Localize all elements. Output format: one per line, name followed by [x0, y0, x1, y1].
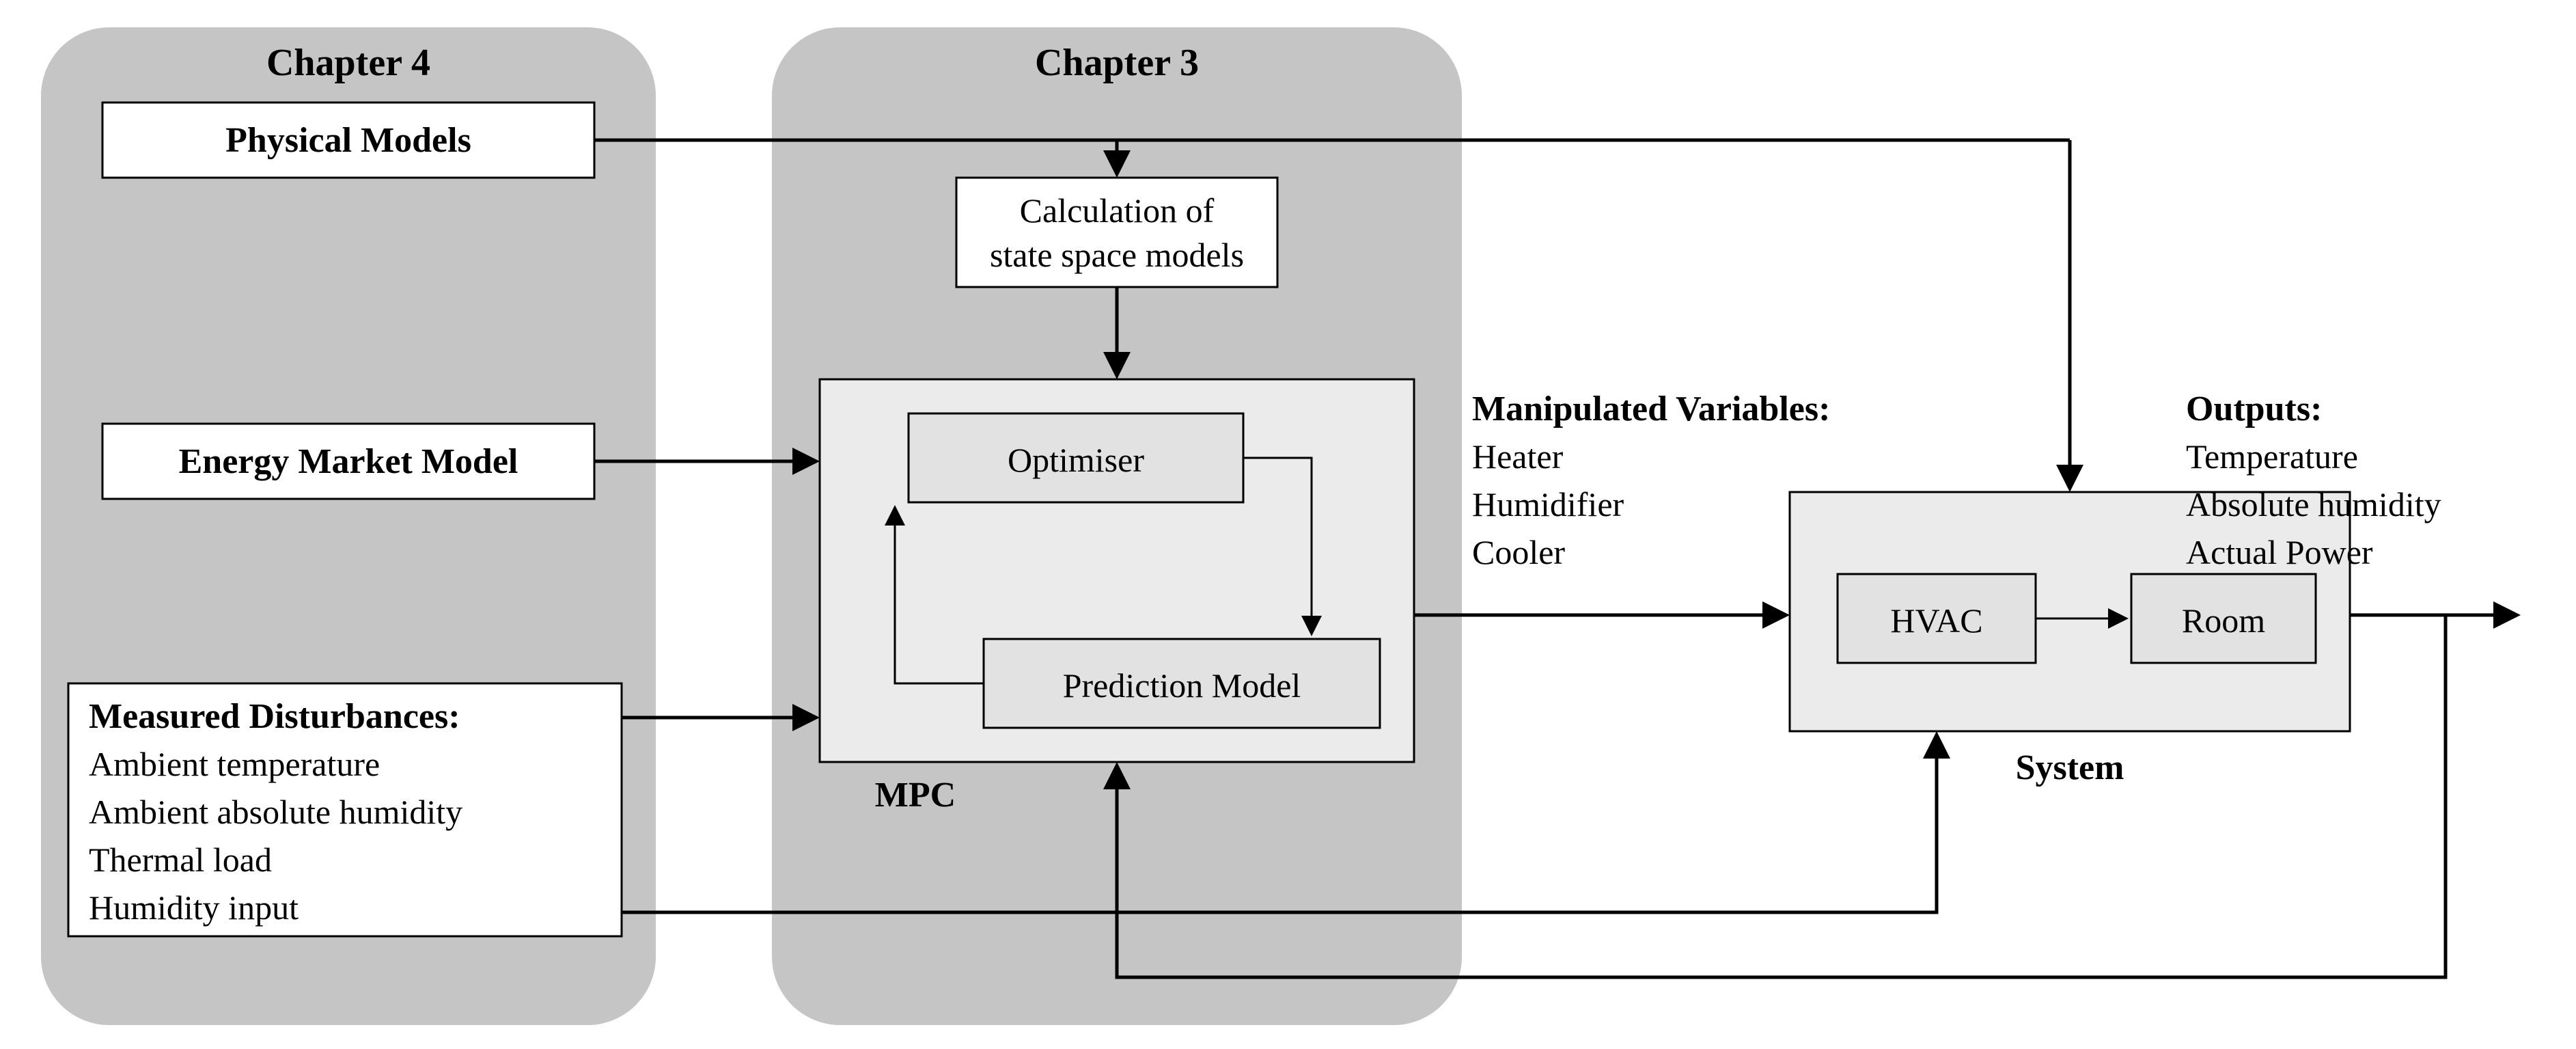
label-disturb-2: Ambient absolute humidity: [89, 793, 462, 831]
label-manip-title: Manipulated Variables:: [1472, 390, 1830, 428]
label-energy-market: Energy Market Model: [179, 442, 518, 481]
region-title-right: Chapter 3: [1035, 42, 1199, 84]
label-calc-1: Calculation of: [1020, 191, 1215, 230]
label-mpc: MPC: [875, 776, 956, 815]
label-outputs-1: Temperature: [2186, 437, 2358, 476]
label-physical-models: Physical Models: [225, 121, 471, 160]
label-outputs-3: Actual Power: [2186, 533, 2373, 571]
label-outputs-2: Absolute humidity: [2186, 485, 2441, 523]
label-optimiser: Optimiser: [1008, 441, 1144, 479]
label-outputs-title: Outputs:: [2186, 390, 2322, 428]
diagram-root: Chapter 4 Chapter 3 Physical Models Ener…: [0, 0, 2576, 1049]
label-system: System: [2016, 748, 2124, 787]
label-disturb-3: Thermal load: [89, 841, 272, 879]
label-disturb-1: Ambient temperature: [89, 745, 380, 783]
label-room: Room: [2182, 601, 2265, 640]
label-manip-2: Humidifier: [1472, 485, 1624, 523]
label-prediction: Prediction Model: [1063, 666, 1301, 705]
region-title-left: Chapter 4: [266, 42, 430, 84]
label-disturb-4: Humidity input: [89, 888, 299, 927]
label-manip-3: Cooler: [1472, 533, 1565, 571]
label-hvac: HVAC: [1890, 601, 1982, 640]
label-disturbances-title: Measured Disturbances:: [89, 697, 460, 736]
label-manip-1: Heater: [1472, 437, 1564, 476]
label-calc-2: state space models: [990, 236, 1244, 274]
